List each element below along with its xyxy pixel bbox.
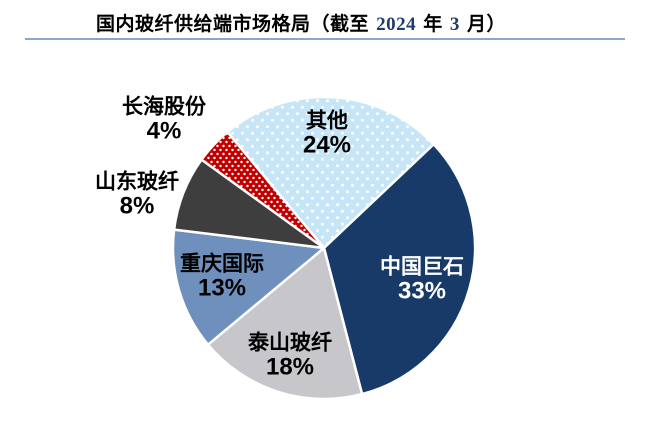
slice-percent: 33% xyxy=(397,277,447,305)
pie-slice-5 xyxy=(200,130,326,250)
slice-name: 长海股份 xyxy=(122,93,206,119)
slice-name: 其他 xyxy=(305,107,348,133)
slice-name: 山东玻纤 xyxy=(95,168,179,194)
pie-slice-3 xyxy=(171,228,326,346)
pie-slice-2 xyxy=(206,246,364,401)
pie-label-chongqing: 重庆国际 13% xyxy=(180,250,264,302)
slice-name: 中国巨石 xyxy=(380,253,464,279)
pie-label-changhai: 长海股份 4% xyxy=(122,93,206,145)
slice-percent: 24% xyxy=(302,131,352,159)
title-month: 3 xyxy=(449,14,460,35)
title-text-mid: 年 xyxy=(416,13,450,35)
slice-percent: 4% xyxy=(146,117,182,145)
pie-label-taishan: 泰山玻纤 18% xyxy=(248,329,332,381)
title-text-prefix: 国内玻纤供给端市场格局（截至 xyxy=(96,13,377,35)
slice-percent: 8% xyxy=(119,192,155,220)
pie-label-china-jushi: 中国巨石 33% xyxy=(380,253,464,305)
slice-percent: 18% xyxy=(265,353,315,381)
slice-percent: 13% xyxy=(197,274,247,302)
pie-slice-1 xyxy=(322,143,477,396)
slice-name: 重庆国际 xyxy=(180,250,264,276)
chart-title: 国内玻纤供给端市场格局（截至 2024 年 3 月） xyxy=(96,9,506,36)
pie-slice-0 xyxy=(226,95,435,250)
title-year: 2024 xyxy=(376,14,417,35)
title-text-suffix: 月） xyxy=(459,13,506,35)
pie-label-other: 其他 24% xyxy=(302,107,352,159)
slice-name: 泰山玻纤 xyxy=(248,329,332,355)
title-divider-line xyxy=(25,38,625,40)
pie-label-shandong: 山东玻纤 8% xyxy=(95,168,179,220)
